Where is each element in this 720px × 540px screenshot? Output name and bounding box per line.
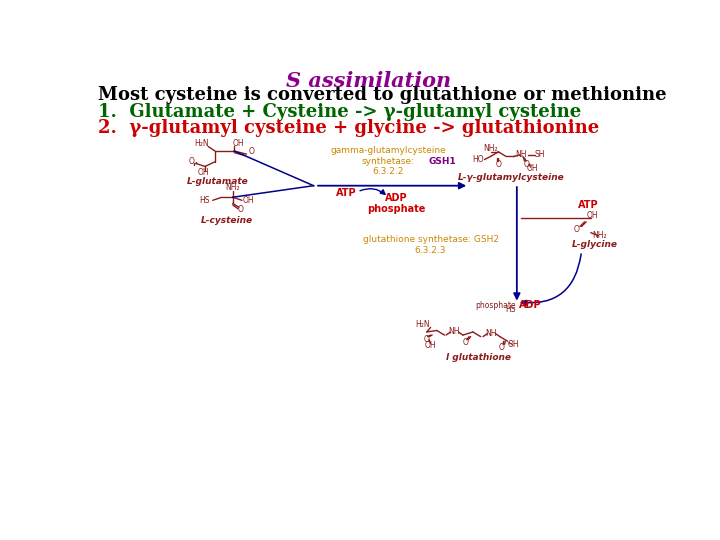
Text: O: O bbox=[498, 343, 505, 352]
Text: ADP: ADP bbox=[519, 300, 542, 310]
Text: SH: SH bbox=[535, 151, 545, 159]
Text: O: O bbox=[574, 225, 580, 234]
Text: O: O bbox=[462, 338, 468, 347]
Text: OH: OH bbox=[243, 196, 254, 205]
Text: l glutathione: l glutathione bbox=[446, 353, 511, 362]
Text: GSH1: GSH1 bbox=[428, 157, 456, 166]
Text: OH: OH bbox=[526, 164, 538, 173]
Text: L-glycine: L-glycine bbox=[572, 240, 618, 249]
Text: OH: OH bbox=[233, 139, 244, 148]
Text: OH: OH bbox=[587, 211, 598, 220]
Text: S assimilation: S assimilation bbox=[287, 71, 451, 91]
Text: O: O bbox=[189, 157, 195, 166]
Text: ADP
phosphate: ADP phosphate bbox=[366, 193, 425, 214]
Text: 2.  γ-glutamyl cysteine + glycine -> glutathionine: 2. γ-glutamyl cysteine + glycine -> glut… bbox=[98, 119, 599, 138]
Text: NH: NH bbox=[516, 151, 527, 159]
Text: Most cysteine is converted to glutathione or methionine: Most cysteine is converted to glutathion… bbox=[98, 86, 667, 104]
Text: NH: NH bbox=[485, 329, 496, 338]
Text: glutathione synthetase: GSH2
6.3.2.3: glutathione synthetase: GSH2 6.3.2.3 bbox=[363, 235, 498, 255]
Text: NH₂: NH₂ bbox=[483, 144, 498, 153]
Text: L-cysteine: L-cysteine bbox=[200, 216, 253, 225]
Text: H₂N: H₂N bbox=[415, 320, 431, 329]
Text: ATP: ATP bbox=[336, 188, 356, 198]
Text: HO: HO bbox=[472, 155, 484, 164]
Text: NH₂: NH₂ bbox=[225, 184, 240, 192]
Text: O: O bbox=[238, 205, 243, 214]
Text: L-glutamate: L-glutamate bbox=[186, 177, 248, 186]
Text: NH: NH bbox=[448, 327, 459, 336]
Text: O: O bbox=[248, 146, 254, 156]
Text: L-γ-glutamylcysteine: L-γ-glutamylcysteine bbox=[458, 173, 564, 183]
Text: ATP: ATP bbox=[578, 200, 599, 210]
Text: O: O bbox=[424, 335, 430, 344]
Text: H₂N: H₂N bbox=[194, 139, 210, 148]
Text: OH: OH bbox=[197, 168, 210, 177]
Text: HS: HS bbox=[505, 305, 516, 314]
Text: phosphate: phosphate bbox=[475, 301, 516, 309]
Text: O: O bbox=[524, 160, 530, 168]
Text: OH: OH bbox=[425, 341, 436, 350]
Text: NH₂: NH₂ bbox=[593, 231, 607, 240]
Text: 1.  Glutamate + Cysteine -> γ-glutamyl cysteine: 1. Glutamate + Cysteine -> γ-glutamyl cy… bbox=[98, 103, 581, 120]
Text: OH: OH bbox=[508, 340, 520, 349]
Text: O: O bbox=[495, 160, 501, 168]
Text: HS: HS bbox=[199, 196, 210, 205]
Text: gamma-glutamylcysteine
synthetase:
6.3.2.2: gamma-glutamylcysteine synthetase: 6.3.2… bbox=[330, 146, 446, 176]
